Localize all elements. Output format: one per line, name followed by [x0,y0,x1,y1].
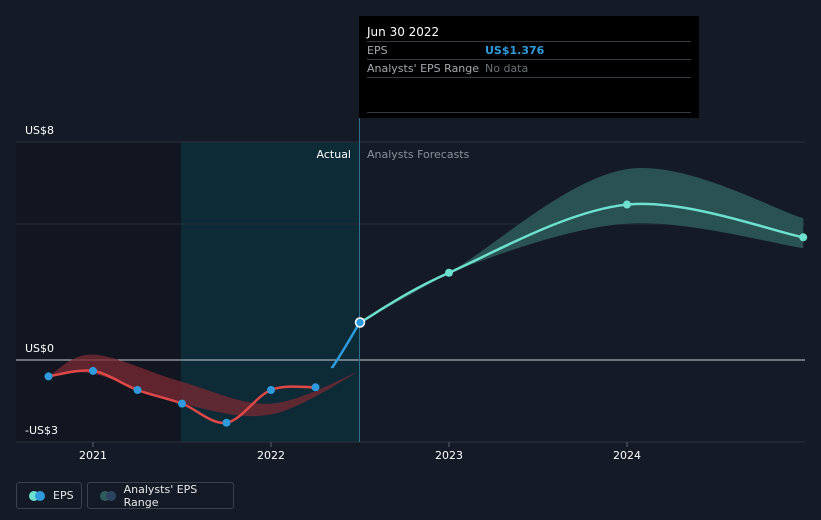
tooltip-spacer [367,78,691,113]
tooltip-eps-label: EPS [367,44,388,57]
point-layer [44,200,808,427]
tooltip-eps-value: US$1.376 [485,44,545,57]
eps-point [44,372,53,381]
legend-eps-button[interactable]: EPS [16,482,82,509]
range-layer [48,168,804,417]
legend-range-label: Analysts' EPS Range [123,482,198,509]
tooltip-eps-row: EPS US$1.376 [367,41,691,59]
eps-point [178,399,186,408]
tooltip-range-row: Analysts' EPS Range No data [367,59,691,78]
range-legend-icon [100,490,116,501]
eps-point [354,317,366,328]
eps-point [89,366,97,375]
eps-line-forecast [359,202,804,324]
x-tick-label: 2023 [435,449,463,462]
eps-point [267,385,275,394]
forecast-point [623,200,631,209]
legend-range-button[interactable]: Analysts' EPS Range [87,482,234,509]
y-tick-label: US$0 [25,342,54,355]
y-tick-label: US$8 [25,124,54,137]
eps-point [133,385,142,394]
y-tick-label: -US$3 [25,424,58,437]
tooltip-panel: Jun 30 2022 EPS US$1.376 Analysts' EPS R… [359,16,699,118]
forecast-point [445,268,453,277]
tooltip-date: Jun 30 2022 [367,25,440,39]
eps-line-actual [330,321,362,369]
forecast-label: Analysts Forecasts [367,148,470,161]
legend-eps-label: EPS [53,489,74,502]
forecast-range-band [360,168,804,323]
x-tick-label: 2024 [613,449,641,462]
x-tick-labels: 2021 2022 2023 2024 [79,442,641,462]
tooltip-range-label: Analysts' EPS Range [367,62,480,75]
past-range-band [48,354,360,417]
actual-label: Actual [317,148,351,161]
eps-point [311,383,320,392]
forecast-point [799,233,808,242]
tooltip-range-value: No data [485,62,529,75]
eps-point [222,418,231,427]
x-tick-label: 2022 [257,449,285,462]
x-tick-label: 2021 [79,449,107,462]
y-tick-labels: US$8 US$0 -US$3 [25,124,58,437]
eps-legend-icon [29,490,45,501]
